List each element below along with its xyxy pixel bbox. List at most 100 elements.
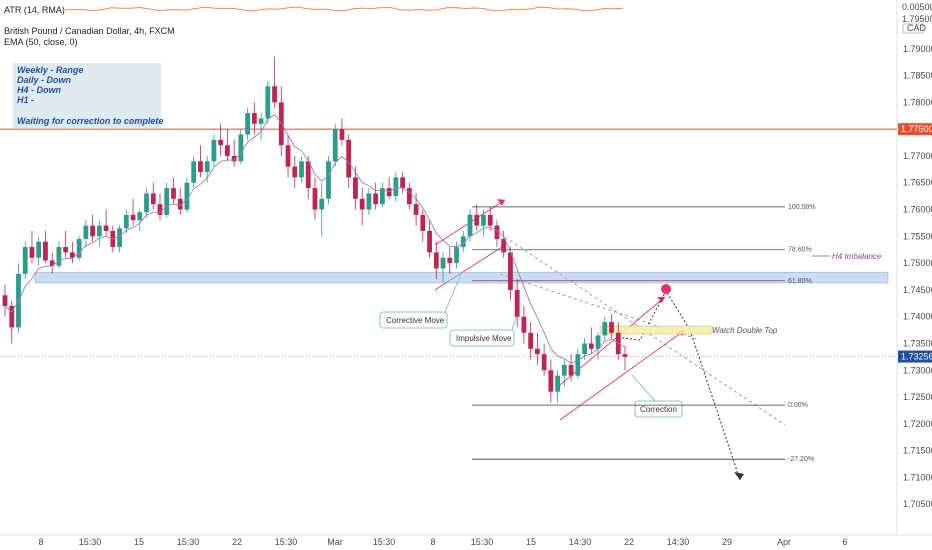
fib-label: -27.20% — [788, 456, 814, 463]
note-line: Waiting for correction to complete — [17, 116, 163, 126]
candle-body — [474, 214, 480, 226]
drawing-layer[interactable]: Watch Double Top H4 Imbalance Corrective… — [379, 199, 882, 481]
candle-body — [359, 198, 365, 210]
candle — [137, 209, 143, 231]
fib-layer: 100.00% 78.60% 61.80% 0.00% -27.20% — [472, 204, 816, 463]
candle-body — [447, 257, 453, 264]
note-line: H1 - — [17, 95, 34, 105]
double-top-label: Watch Double Top — [712, 326, 778, 335]
candle — [56, 241, 62, 269]
candle-body — [440, 257, 446, 269]
y-tick-label: 1.78000 — [903, 97, 932, 107]
candle-body — [575, 354, 581, 376]
candle — [299, 155, 304, 183]
candle — [568, 354, 574, 381]
candle-body — [481, 214, 486, 226]
candle-body — [514, 289, 520, 317]
y-tick-label: 1.78500 — [903, 71, 932, 81]
corrective-callout[interactable] — [379, 311, 448, 329]
candle — [440, 252, 446, 282]
chart-title: British Pound / Canadian Dollar, 4h, FXC… — [4, 26, 175, 36]
candle-body — [346, 139, 352, 178]
x-tick-label: 15:30 — [177, 537, 200, 547]
impulsive-callout-text: Impulsive Move — [456, 334, 512, 343]
candle — [555, 370, 561, 403]
candle-body — [117, 228, 122, 248]
candle — [144, 188, 149, 218]
candle-body — [305, 161, 311, 189]
candle — [123, 209, 129, 234]
candle — [420, 209, 426, 242]
candle — [117, 225, 122, 253]
projected-path[interactable] — [621, 289, 741, 481]
candle — [265, 80, 271, 124]
x-tick-label: 14:30 — [667, 537, 690, 547]
candle-body — [582, 343, 587, 355]
atr-pane: ATR (14, RMA) 0.00500 CAD 1.79500 — [4, 2, 932, 34]
candle — [157, 193, 163, 221]
candle — [103, 209, 109, 237]
candle-body — [130, 214, 136, 221]
x-tick-label: 15:30 — [79, 537, 102, 547]
candle — [96, 220, 102, 248]
candle — [366, 188, 372, 215]
target-dot[interactable] — [661, 284, 671, 294]
candle-body — [568, 364, 574, 376]
atr-unit-box — [902, 23, 924, 34]
candle — [386, 177, 392, 199]
grid-layer — [0, 128, 897, 357]
candle-body — [29, 247, 35, 258]
y-tick-label: 1.75000 — [903, 258, 932, 268]
x-tick-label: 8 — [38, 537, 43, 547]
ema-line — [4, 113, 626, 364]
note-line: Weekly - Range — [17, 65, 83, 75]
candle-body — [251, 113, 257, 124]
ema-label: EMA (50, close, 0) — [4, 37, 78, 47]
corrective-channel-bottom[interactable] — [434, 244, 506, 291]
candle — [204, 155, 210, 183]
y-tick-label: 1.76000 — [903, 205, 932, 215]
candle — [326, 155, 331, 205]
y-tick-label: 1.74000 — [903, 312, 932, 322]
candle-body — [602, 322, 608, 336]
candle — [508, 247, 513, 301]
candle-body — [366, 193, 372, 210]
candle — [575, 348, 581, 379]
candle — [251, 102, 257, 135]
fib-label: 61.80% — [788, 278, 812, 285]
notes-box-bg — [13, 63, 161, 128]
demand-zone[interactable] — [34, 271, 889, 284]
candle-body — [393, 177, 399, 197]
candle-body — [292, 166, 298, 178]
atr-unit: CAD — [907, 23, 927, 33]
candle — [198, 145, 203, 178]
candle-body — [224, 145, 230, 156]
candle-body — [541, 354, 547, 371]
double-top-box[interactable] — [599, 325, 713, 335]
impulsive-callout[interactable] — [449, 329, 515, 347]
candle — [258, 113, 264, 140]
y-tick-label: 1.75500 — [903, 231, 932, 241]
candle-body — [137, 212, 143, 221]
candle — [501, 230, 507, 258]
candle — [332, 123, 338, 167]
correction-pointer — [631, 374, 656, 402]
y-tick-label: 1.72500 — [903, 392, 932, 402]
candle-body — [238, 134, 244, 162]
candle — [622, 346, 628, 371]
h4-imbalance-label: H4 Imbalance — [832, 252, 882, 261]
y-tick-label: 1.73000 — [903, 365, 932, 375]
candle — [272, 56, 277, 108]
candle-body — [218, 139, 224, 146]
candle — [400, 172, 406, 194]
x-tick-label: 29 — [722, 537, 732, 547]
corrective-callout-text: Corrective Move — [386, 316, 445, 325]
candle — [312, 177, 318, 221]
candle — [83, 220, 89, 248]
candle-body — [56, 247, 62, 266]
candle — [481, 209, 486, 237]
candle — [285, 134, 291, 178]
candle — [514, 279, 520, 328]
candle-body — [299, 161, 304, 178]
